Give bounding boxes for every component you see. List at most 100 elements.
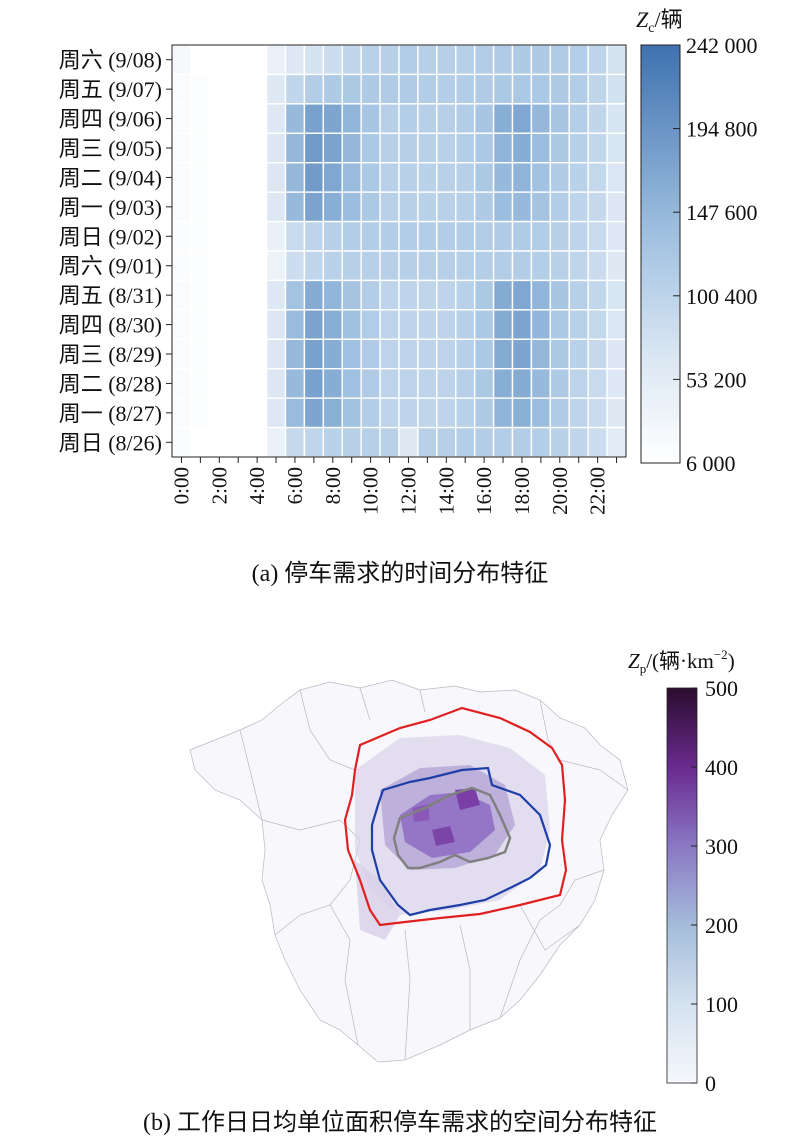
heatmap-cell [398,103,419,134]
heatmap-cell [530,309,552,340]
heatmap-cell [322,132,343,164]
heatmap-cell [209,103,230,134]
heatmap-cell [606,397,627,429]
heatmap-cell [284,103,306,134]
heatmap-cell [398,250,419,282]
heatmap-cell [530,220,552,252]
heatmap-cell [341,426,362,458]
heatmap-cell [284,250,306,282]
heatmap-cell [455,220,476,252]
heatmap-cell [455,426,476,458]
heatmap-cell [606,279,627,311]
heatmap-cell [587,368,608,399]
heatmap-cell [549,132,570,164]
heatmap-cell [360,397,381,429]
heatmap-cell [246,220,268,252]
heatmap-cell [265,103,287,134]
heatmap-cell [265,132,287,164]
y-tick-label: 周三 (8/29) [59,342,162,367]
heatmap-cell [322,220,343,252]
heatmap-cell [587,338,608,370]
x-tick-label: 20:00 [548,467,572,515]
heatmap-cell [228,73,249,105]
heatmap-cell [246,132,268,164]
map-district [419,689,426,713]
heatmap-cell [549,73,570,105]
y-tick-label: 周五 (8/31) [59,283,162,308]
heatmap-cell [549,309,570,340]
heatmap-cell [190,162,211,193]
heatmap-cell [190,73,211,105]
heatmap-cell [568,250,589,282]
heatmap-cell [455,44,476,76]
heatmap-cell [171,426,192,458]
heatmap-cell [473,309,495,340]
heatmap-cell [190,132,211,164]
heatmap-cell [303,220,325,252]
heatmap-cell [322,338,343,370]
heatmap-cell [492,279,514,311]
heatmap-cell [360,44,381,76]
heatmap-cell [492,338,514,370]
heatmap-cell [606,44,627,76]
heatmap-cell [322,191,343,223]
heatmap-cell [209,426,230,458]
heatmap-cell [398,220,419,252]
heatmap-cell [341,368,362,399]
heatmap-cell [322,73,343,105]
x-tick-label: 6:00 [283,467,307,504]
heatmap-cell [171,338,192,370]
heatmap-cell [303,338,325,370]
heatmap-cell [341,220,362,252]
heatmap-cell [360,220,381,252]
heatmap-cell [530,250,552,282]
heatmap-cell [455,250,476,282]
heatmap-cell [492,162,514,193]
heatmap-cell [436,397,457,429]
heatmap-cell [398,162,419,193]
heatmap-cell [436,426,457,458]
colorbar-b-title: Zp/(辆·km−2) [628,647,735,676]
heatmap-cell [265,426,287,458]
heatmap-cell [303,368,325,399]
heatmap-cell [322,426,343,458]
heatmap-cell [379,162,400,193]
heatmap-cell [190,103,211,134]
x-tick-label: 16:00 [472,467,496,515]
heatmap-cell [530,73,552,105]
heatmap-cell [265,279,287,311]
heatmap-cell [246,279,268,311]
heatmap-cell [417,250,438,282]
heatmap-cell [190,220,211,252]
heatmap-cell [568,191,589,223]
heatmap-cell [417,279,438,311]
heatmap-cell [190,397,211,429]
heatmap-cell [171,397,192,429]
heatmap-cell [246,338,268,370]
heatmap-cell [549,279,570,311]
heatmap-cell [284,368,306,399]
heatmap-cell [606,250,627,282]
heatmap-cell [228,279,249,311]
heatmap-cell [473,426,495,458]
heatmap-cell [322,309,343,340]
heatmap-cell [568,368,589,399]
heatmap-cell [360,132,381,164]
heatmap-cell [284,338,306,370]
heatmap-cell [209,279,230,311]
heatmap-cell [360,426,381,458]
heatmap-cell [417,220,438,252]
heatmap-cell [530,426,552,458]
heatmap-cell [171,220,192,252]
y-tick-label: 周日 (9/02) [59,224,162,249]
heatmap-cell [549,220,570,252]
heatmap-cell [436,338,457,370]
heatmap-cell [228,368,249,399]
heatmap-cell [379,250,400,282]
heatmap-cell [246,73,268,105]
heatmap-cell [379,309,400,340]
heatmap-cell [322,103,343,134]
colorbar-a-tick-label: 147 600 [686,200,758,225]
heatmap-cell [398,368,419,399]
heatmap-cell [209,368,230,399]
